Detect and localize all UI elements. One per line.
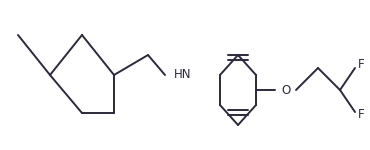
Text: O: O: [281, 84, 290, 96]
Text: F: F: [358, 58, 364, 72]
Text: HN: HN: [174, 69, 192, 81]
Text: F: F: [358, 108, 364, 122]
